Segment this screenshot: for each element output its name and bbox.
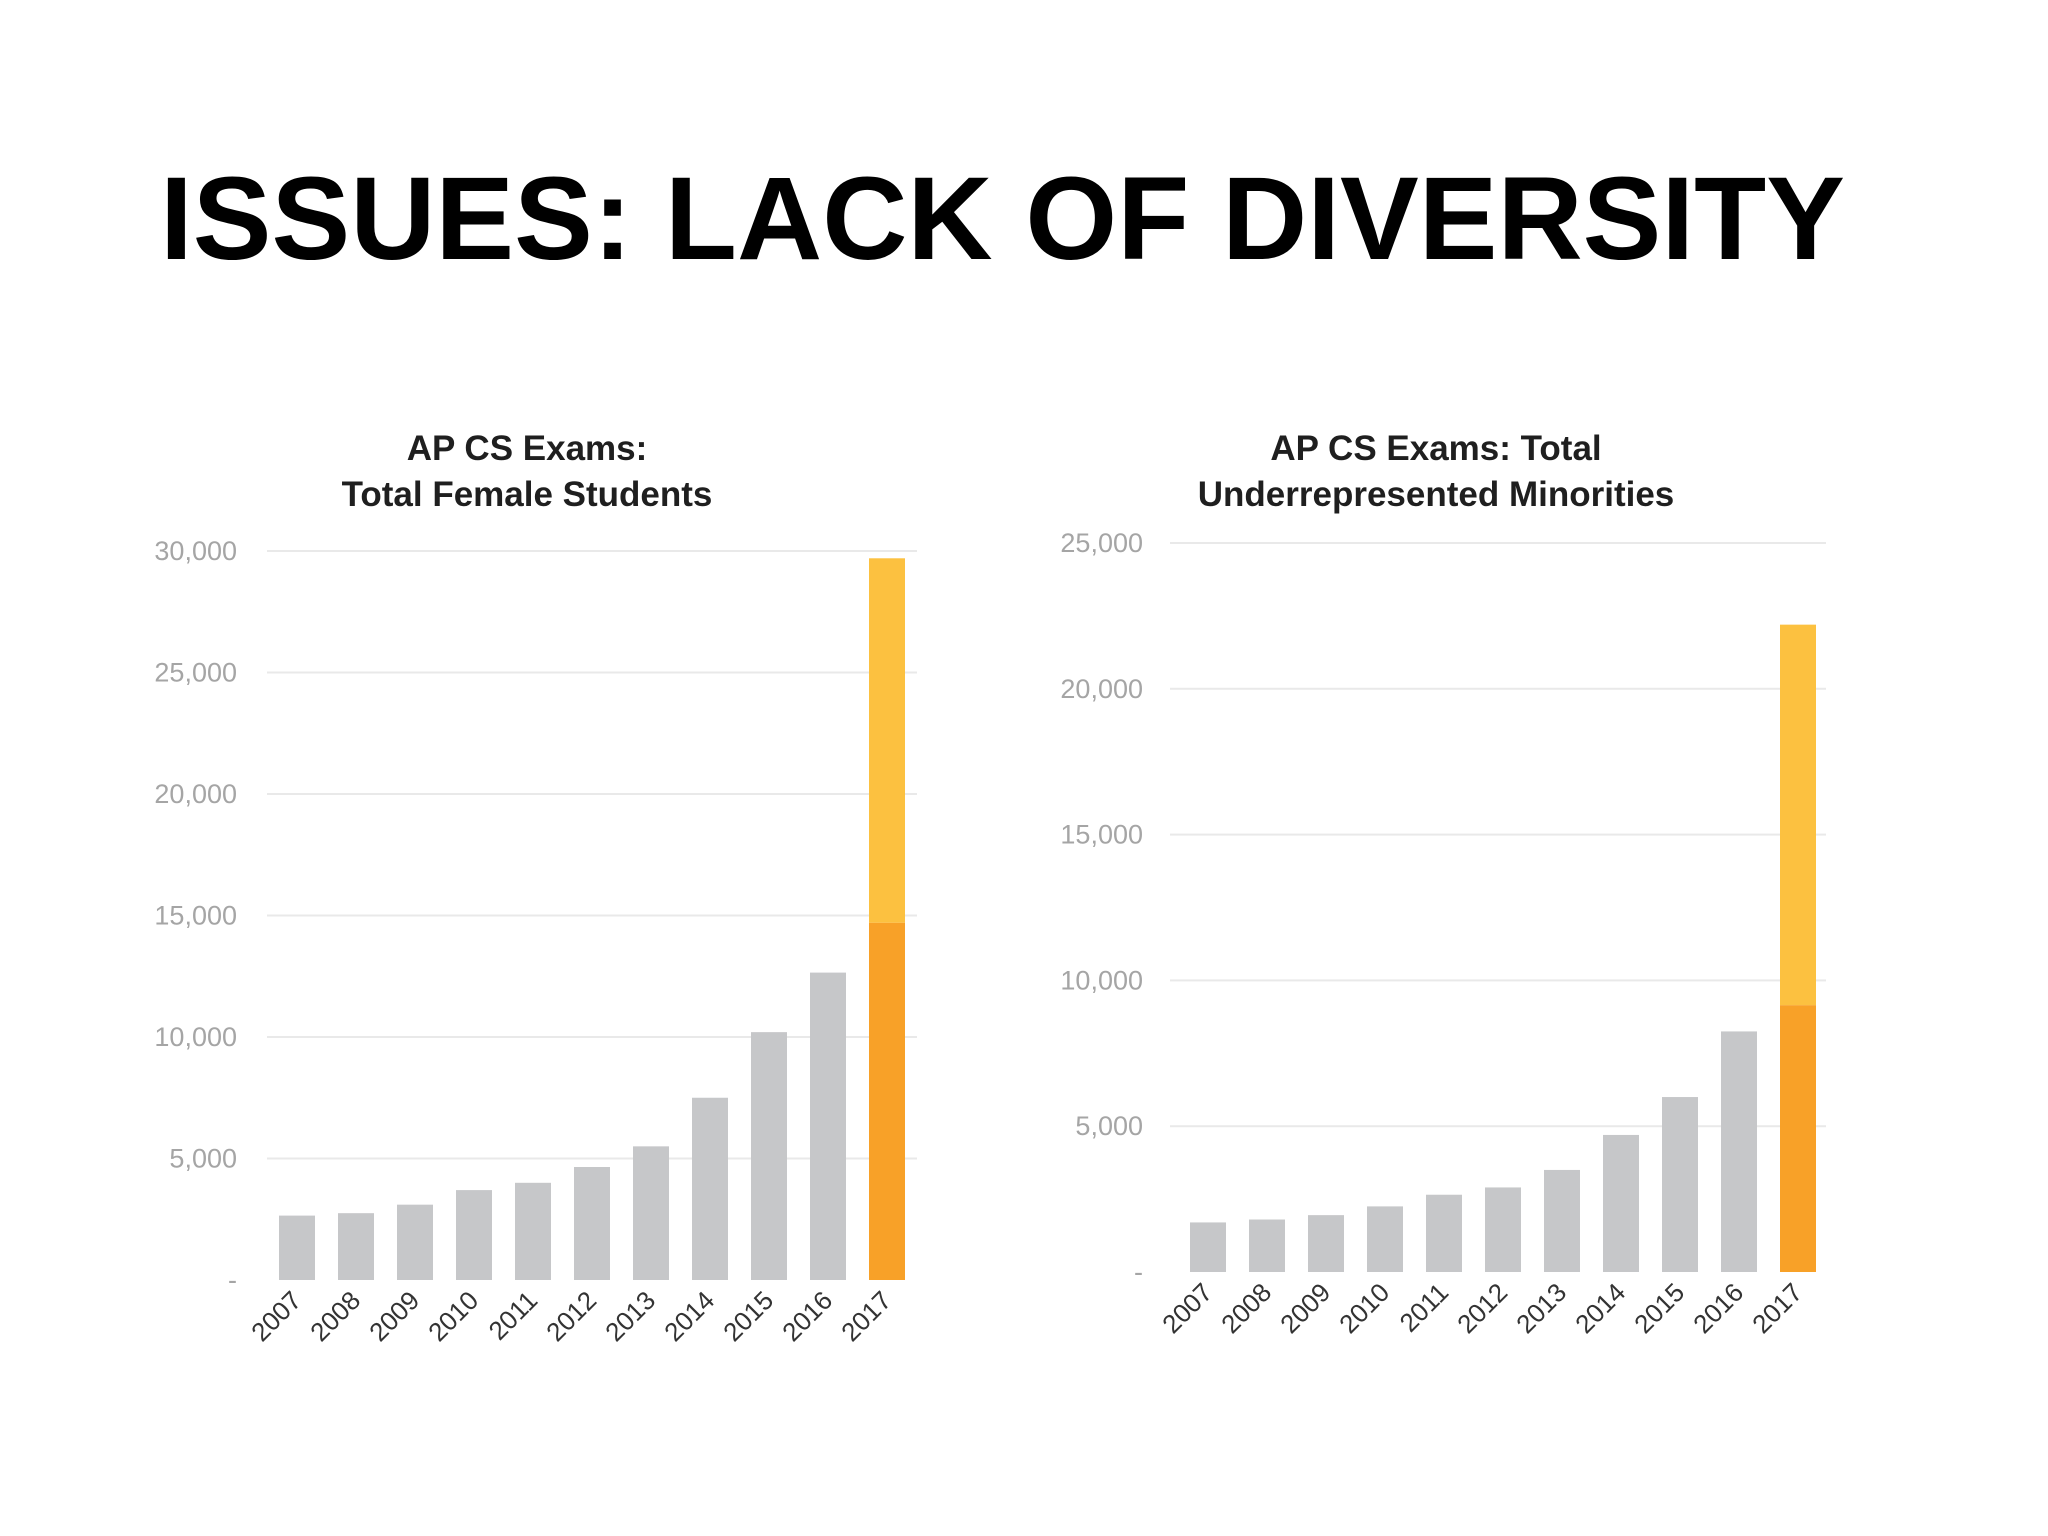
bar-2007 [1190,1222,1226,1272]
bar-2010 [456,1190,492,1280]
y-tick-label: 15,000 [1060,820,1143,850]
x-tick-label: 2017 [1746,1277,1808,1339]
x-tick-label: 2012 [540,1285,602,1347]
bar-2017-lower [1780,1005,1816,1272]
y-tick-label: 5,000 [1075,1111,1143,1141]
slide-title: ISSUES: LACK OF DIVERSITY [160,153,1845,285]
x-tick-label: 2010 [422,1285,484,1347]
bar-2009 [397,1204,433,1280]
chart-female-students: AP CS Exams: Total Female Students - 5,000 1… [154,429,917,1347]
bar-2017-upper [869,558,905,923]
x-tick-label: 2014 [1569,1277,1631,1339]
x-tick-label: 2016 [776,1285,838,1347]
bar-2017-upper [1780,624,1816,1006]
x-tick-label: 2015 [717,1285,779,1347]
x-tick-label: 2017 [835,1285,897,1347]
x-tick-label: 2013 [599,1285,661,1347]
x-tick-label: 2012 [1451,1277,1513,1339]
bar-2017-lower [869,922,905,1280]
bar-2011 [1426,1194,1462,1272]
x-tick-label: 2007 [1156,1277,1218,1339]
bar-2011 [515,1182,551,1280]
x-tick-label: 2013 [1510,1277,1572,1339]
y-tick-label: 20,000 [1060,674,1143,704]
bar-2016 [810,972,846,1280]
chart-title-line: Underrepresented Minorities [1198,475,1675,514]
bar-2014 [1603,1134,1639,1272]
x-tick-label: 2010 [1333,1277,1395,1339]
x-tick-label: 2011 [1393,1277,1454,1338]
chart-title-line: AP CS Exams: [407,429,648,468]
chart-title-line: AP CS Exams: Total [1270,429,1601,468]
bar-2014 [692,1097,728,1280]
bar-2008 [338,1213,374,1280]
x-tick-label: 2009 [363,1285,425,1347]
bar-2016 [1721,1031,1757,1272]
chart-title-line: Total Female Students [342,475,713,514]
y-tick-label: 10,000 [1060,965,1143,995]
x-tick-label: 2008 [1215,1277,1277,1339]
x-tick-label: 2007 [245,1285,307,1347]
bar-2007 [279,1215,315,1280]
bar-2015 [751,1032,787,1280]
y-tick-label: 10,000 [154,1022,237,1052]
y-tick-label: - [1134,1257,1143,1287]
x-tick-label: 2015 [1628,1277,1690,1339]
x-tick-label: 2008 [304,1285,366,1347]
y-tick-label: 30,000 [154,536,237,566]
y-tick-label: 15,000 [154,901,237,931]
y-tick-label: 5,000 [169,1144,237,1174]
y-tick-label: 20,000 [154,779,237,809]
bar-2012 [1485,1187,1521,1272]
x-tick-label: 2009 [1274,1277,1336,1339]
bar-2009 [1308,1215,1344,1272]
y-tick-label: - [228,1265,237,1295]
bar-2013 [1544,1169,1580,1272]
x-tick-label: 2011 [482,1285,543,1346]
y-tick-label: 25,000 [154,658,237,688]
y-tick-label: 25,000 [1060,528,1143,558]
x-tick-label: 2014 [658,1285,720,1347]
chart-underrepresented-minorities: AP CS Exams: Total Underrepresented Minor… [1060,429,1826,1339]
bar-2015 [1662,1097,1698,1272]
x-tick-label: 2016 [1687,1277,1749,1339]
bar-2013 [633,1146,669,1280]
bar-2010 [1367,1206,1403,1272]
bar-2008 [1249,1219,1285,1272]
bar-2012 [574,1167,610,1280]
